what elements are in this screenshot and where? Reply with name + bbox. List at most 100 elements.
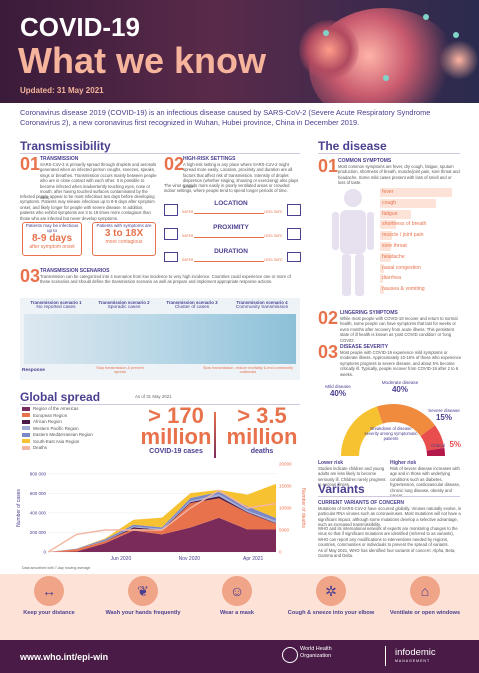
y-tick-label: 800 000 [30, 471, 47, 476]
page-title: COVID-19 [20, 12, 140, 42]
legend-item: African Region [22, 419, 122, 426]
legend-swatch [22, 419, 30, 424]
clock-short-icon [164, 252, 178, 262]
scenarios-heading: TRANSMISSION SCENARIOS [40, 268, 110, 274]
higher-risk: Higher risk Risk of severe disease incre… [390, 460, 461, 498]
item-number: 03 [20, 266, 41, 286]
symptom-list: fever cough fatigue shortness of breath musc… [380, 187, 462, 297]
prevention-item: ↔ Keep your distance [4, 576, 94, 616]
lingering-heading: LINGERING SYMPTOMS [340, 310, 398, 316]
deaths-label: deaths [250, 447, 274, 455]
cases-label: COVID-19 cases [149, 447, 203, 455]
deaths-count: > 3.5 million [226, 403, 298, 449]
series-area [48, 517, 276, 552]
symptom-item: headache [380, 252, 462, 263]
variants-text-1: Mutations of SARS-CoV-2 have occurred gl… [318, 506, 462, 528]
symptom-item: fatigue [380, 209, 462, 220]
people-close-icon [287, 228, 301, 240]
symptom-label: nasal congestion [382, 264, 421, 271]
symptom-bar [380, 188, 453, 197]
y2-tick-label: 15000 [279, 484, 292, 489]
symptom-bar [380, 198, 436, 208]
symptom-label: fatigue [382, 210, 398, 217]
symptom-bar [380, 231, 393, 241]
symptom-item: nasal congestion [380, 263, 462, 274]
legend-swatch [22, 432, 30, 437]
intro-text: Coronavirus disease 2019 (COVID-19) is a… [20, 108, 431, 127]
risk-proximity: PROXIMITY SAFER LESS SAFE [164, 222, 301, 244]
symptom-item: nausea & vomiting [380, 284, 462, 295]
y-tick-label: 400 000 [30, 510, 47, 515]
mask-icon: ☺ [222, 576, 252, 606]
severity-slice [426, 447, 445, 456]
infodemic-sublabel: MANAGEMENT [395, 659, 431, 663]
global-spread-heading: Global spread [20, 390, 101, 404]
severity-severe: Severe disease 15% [428, 408, 460, 422]
item-number: 01 [318, 156, 339, 176]
y2-tick-label: 0 [279, 550, 282, 555]
house-icon [287, 204, 301, 216]
variants-text-2: WHO and its international network of exp… [318, 526, 458, 548]
symptom-label: muscle / joint pain [382, 232, 424, 239]
symptom-bar [380, 263, 385, 273]
variants-heading: Variants [318, 482, 365, 496]
deaths-stat: > 3.5 million deaths [222, 403, 302, 455]
transmission-heading: TRANSMISSION [40, 156, 79, 162]
severity-center-label: Breakdown of disease severity among symp… [364, 426, 418, 441]
severity-heading: DISEASE SEVERITY [340, 344, 389, 350]
scenario-4: Transmission scenario 4 Community transm… [235, 300, 289, 310]
variants-subheading: CURRENT VARIANTS OF CONCERN [318, 500, 405, 506]
elbow-icon: ✲ [316, 576, 346, 606]
prevention-item: ✲ Cough & sneeze into your elbow [286, 576, 376, 616]
y-tick-label: 600 000 [30, 491, 47, 496]
legend-item: Western Pacific Region [22, 426, 122, 433]
prevention-item: ☺ Wear a mask [192, 576, 282, 616]
y-axis-title: Number of cases [16, 489, 22, 527]
symptom-item: cough [380, 198, 462, 209]
transmission-text: SARS-CoV-2 is primarily spread through d… [40, 162, 157, 200]
updated-date: Updated: 31 May 2021 [20, 86, 104, 95]
y-tick-label: 200 000 [30, 530, 47, 535]
website-link[interactable]: www.who.int/epi-win [20, 652, 109, 662]
window-icon: ⌂ [410, 576, 440, 606]
item-number: 03 [318, 342, 339, 362]
severity-moderate: Moderate disease 40% [381, 380, 419, 394]
legend-swatch [22, 426, 30, 431]
risk-factors: LOCATION SAFER LESS SAFE PROXIMITY SAFER… [164, 198, 301, 272]
scenarios-text: Transmission can be categorized into 4 s… [40, 274, 291, 285]
high-risk-heading: HIGH-RISK SETTINGS [183, 156, 236, 162]
symptom-label: cough [382, 199, 397, 206]
legend-item: Eastern Mediterranean Region [22, 432, 122, 439]
x-tick-label: Nov 2020 [179, 556, 201, 562]
high-risk-text-2: The virus spreads more easily in poorly … [164, 183, 290, 194]
prevention-item: ❦ Wash your hands frequently [98, 576, 188, 616]
symptom-item: fever [380, 187, 462, 198]
symptom-item: diarrhea [380, 273, 462, 284]
symptom-item: sore throat [380, 241, 462, 252]
y-tick-label: 0 [43, 550, 46, 555]
as-of-date: As of 31 May 2021 [135, 394, 172, 399]
severity-critical: Critical 5% [430, 440, 462, 449]
symptom-label: shortness of breath [382, 221, 427, 228]
people-apart-icon [164, 228, 178, 240]
header-banner [0, 0, 479, 103]
severity-chart: Mild disease 40% Moderate disease 40% Se… [318, 374, 468, 458]
risk-location: LOCATION SAFER LESS SAFE [164, 198, 301, 220]
deaths-line [47, 489, 277, 553]
legend-item: Deaths [22, 445, 122, 452]
item-number: 02 [318, 308, 339, 328]
scenario-1: Transmission scenario 1 No reported case… [30, 300, 82, 310]
cases-count: > 170 million [140, 403, 212, 449]
legend-swatch [22, 445, 30, 450]
symptom-label: diarrhea [382, 275, 402, 282]
chart-legend: Region of the Americas European Region Afr… [22, 406, 122, 452]
legend-item: European Region [22, 413, 122, 420]
severity-mild: Mild disease 40% [325, 384, 351, 398]
high-risk-text: A high-risk setting is any place where S… [183, 162, 299, 189]
legend-swatch [22, 439, 30, 444]
transmission-text-2: Infected people appear to be most infect… [20, 194, 155, 221]
distance-icon: ↔ [34, 576, 64, 606]
scenario-graphic [24, 314, 296, 364]
symptom-bar [380, 274, 384, 284]
footer [0, 640, 479, 673]
